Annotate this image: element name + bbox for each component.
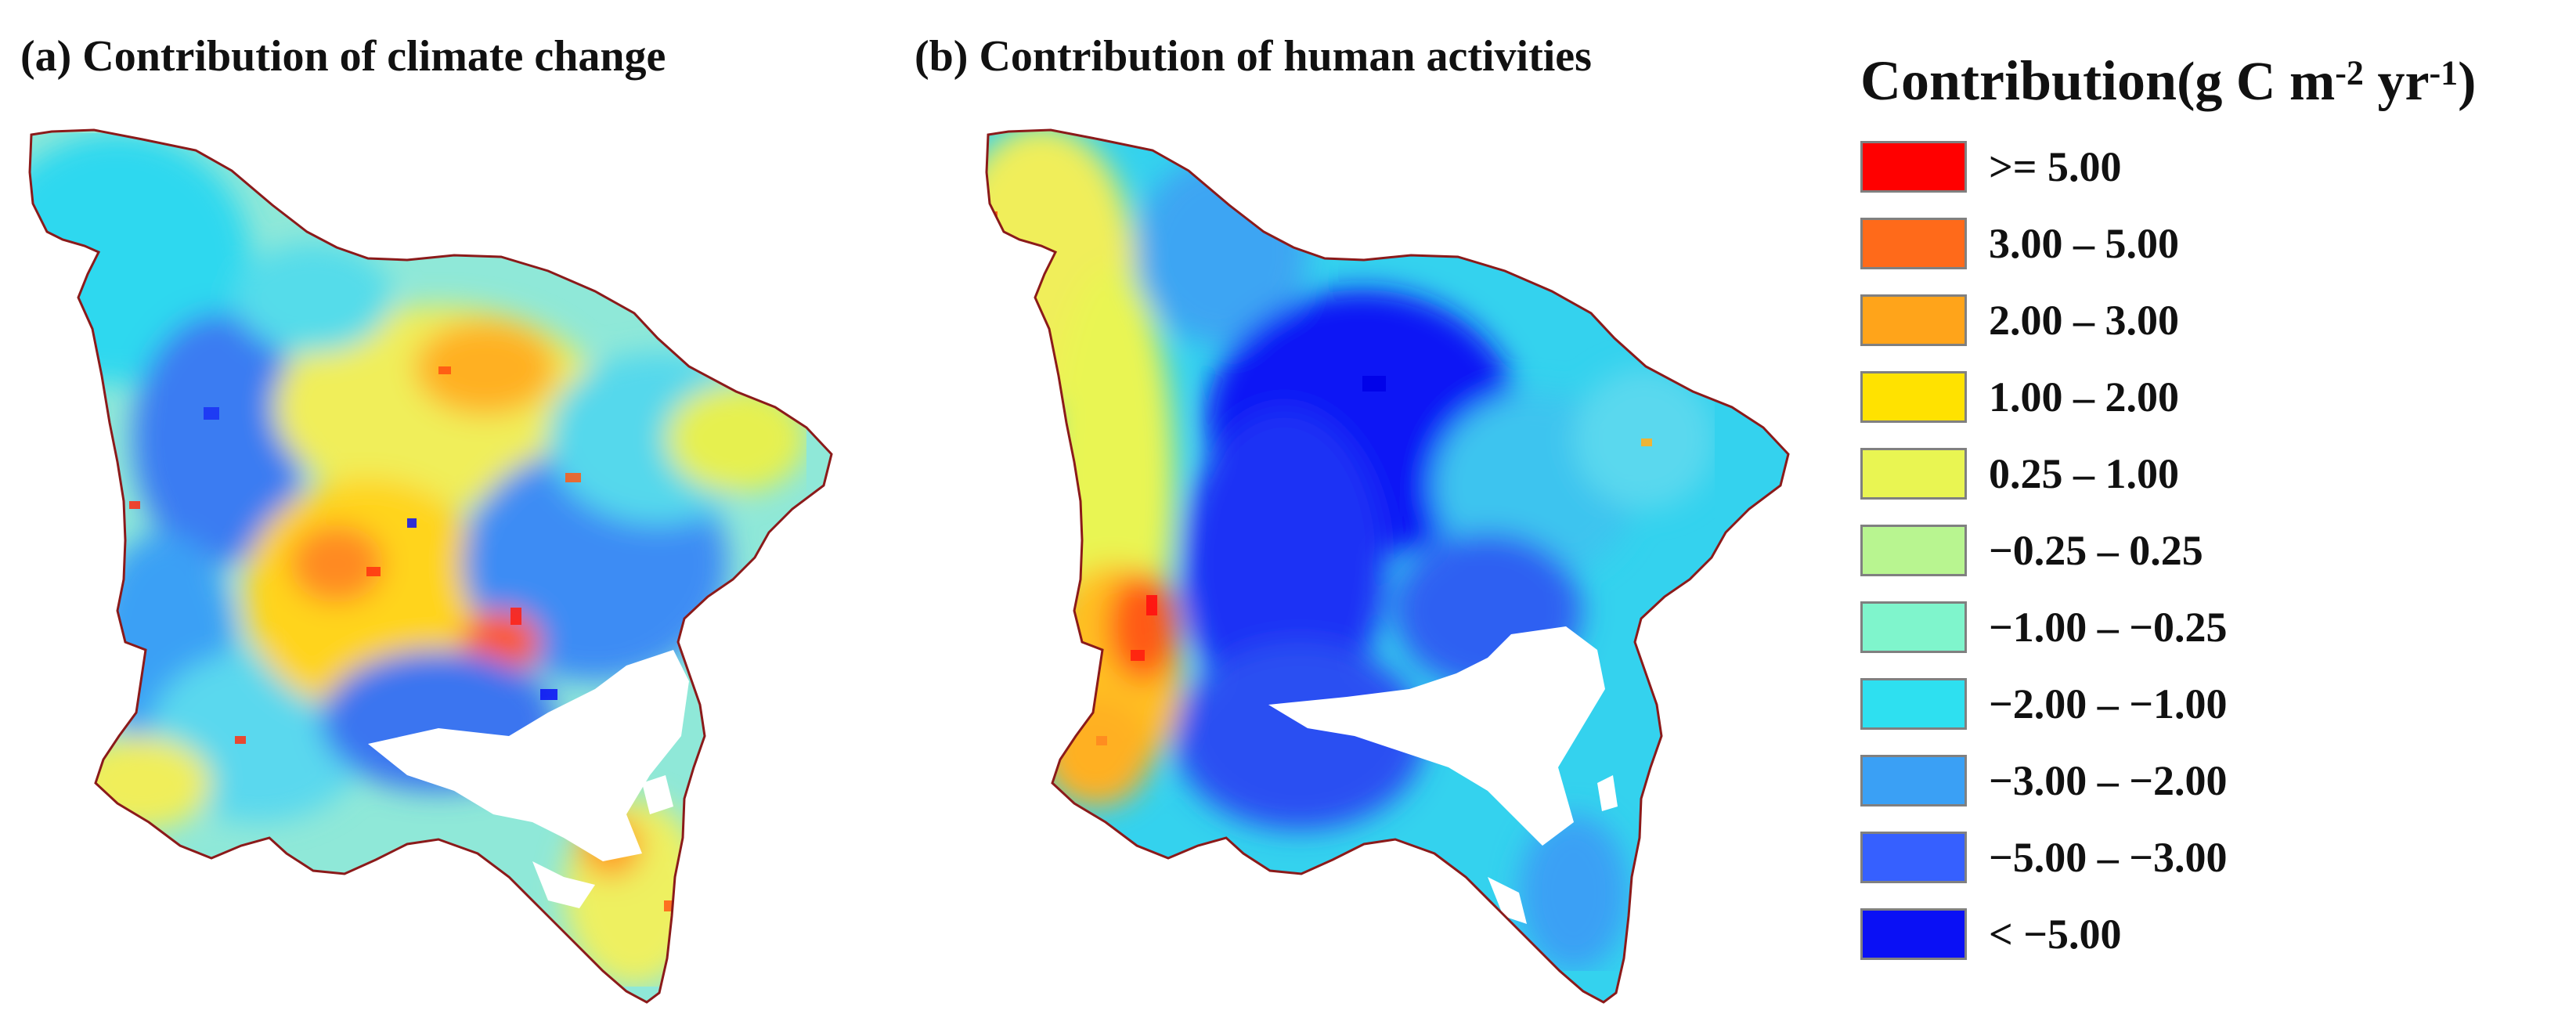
panel-b-title: (b) Contribution of human activities <box>915 32 1592 81</box>
legend-swatch <box>1860 908 1967 960</box>
legend-swatch <box>1860 294 1967 346</box>
legend-label: −1.00 – −0.25 <box>1989 604 2228 651</box>
legend-item: −5.00 – −3.00 <box>1860 832 2565 894</box>
legend-swatch <box>1860 371 1967 423</box>
legend-item: −2.00 – −1.00 <box>1860 678 2565 741</box>
map-panel-b <box>985 128 1790 1004</box>
legend-item: 2.00 – 3.00 <box>1860 294 2565 357</box>
map-panel-a <box>28 128 833 1004</box>
legend-swatch <box>1860 141 1967 193</box>
legend-label: 2.00 – 3.00 <box>1989 297 2179 344</box>
panel-a-title: (a) Contribution of climate change <box>20 32 666 81</box>
legend-label: −3.00 – −2.00 <box>1989 757 2228 804</box>
legend-title-text: Contribution <box>1860 49 2177 112</box>
legend-item: 1.00 – 2.00 <box>1860 371 2565 434</box>
legend-swatch <box>1860 678 1967 730</box>
legend-label: 3.00 – 5.00 <box>1989 220 2179 267</box>
legend-label: 1.00 – 2.00 <box>1989 373 2179 420</box>
legend-swatch <box>1860 832 1967 883</box>
legend-item: >= 5.00 <box>1860 141 2565 204</box>
legend-unit: (g C m-2 yr-1) <box>2177 52 2477 112</box>
legend-title: Contribution(g C m-2 yr-1) <box>1860 49 2565 114</box>
legend-item: 0.25 – 1.00 <box>1860 448 2565 511</box>
legend-swatch <box>1860 448 1967 500</box>
legend-label: −0.25 – 0.25 <box>1989 527 2203 574</box>
legend-swatch <box>1860 525 1967 576</box>
legend-item: −3.00 – −2.00 <box>1860 755 2565 817</box>
legend-label: >= 5.00 <box>1989 143 2122 190</box>
legend: Contribution(g C m-2 yr-1) >= 5.00 3.00 –… <box>1860 49 2565 960</box>
legend-item: −0.25 – 0.25 <box>1860 525 2565 587</box>
legend-swatch <box>1860 218 1967 269</box>
legend-label: < −5.00 <box>1989 911 2122 958</box>
legend-swatch <box>1860 755 1967 806</box>
legend-item: < −5.00 <box>1860 908 2565 971</box>
legend-item: 3.00 – 5.00 <box>1860 218 2565 280</box>
legend-swatch <box>1860 601 1967 653</box>
legend-label: −2.00 – −1.00 <box>1989 680 2228 727</box>
legend-item: −1.00 – −0.25 <box>1860 601 2565 664</box>
legend-label: 0.25 – 1.00 <box>1989 450 2179 497</box>
legend-label: −5.00 – −3.00 <box>1989 834 2228 881</box>
